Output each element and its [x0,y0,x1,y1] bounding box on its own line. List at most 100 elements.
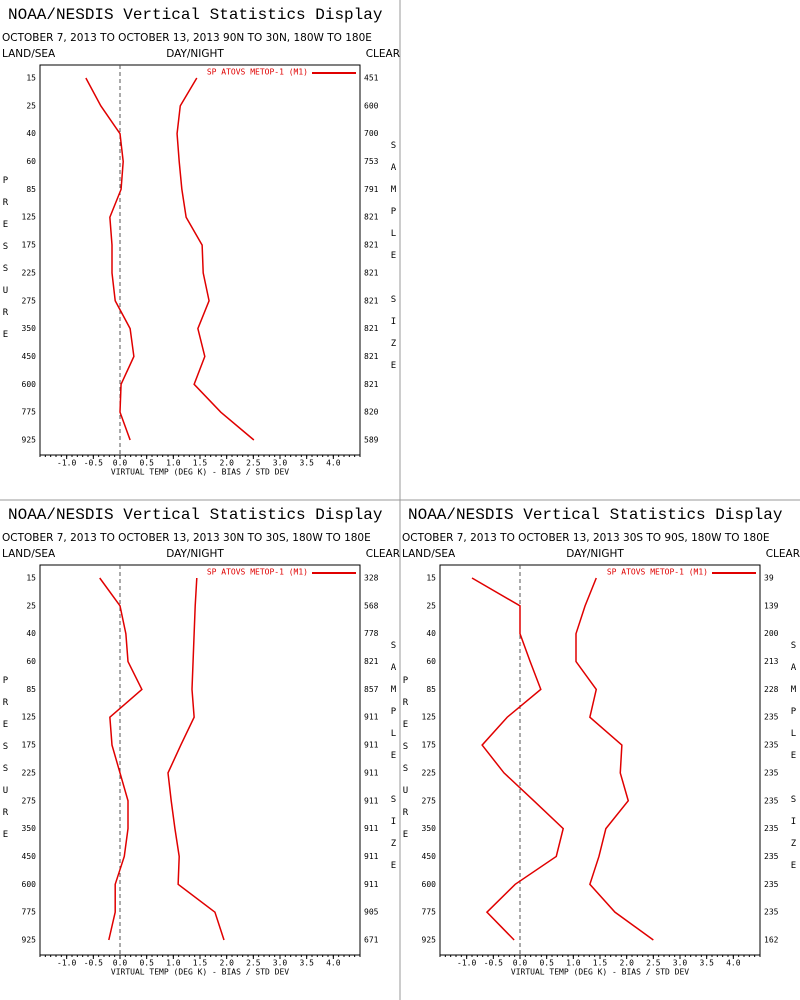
y-tick-label: 85 [26,185,36,194]
sample-size-label: 821 [364,352,379,361]
y-tick-label: 175 [22,241,37,250]
x-tick-label: -0.5 [84,459,103,468]
x-tick-label: 1.5 [193,959,208,968]
chart-subtitle: OCTOBER 7, 2013 TO OCTOBER 13, 2013 90N … [2,32,372,44]
sample-size-label: 139 [764,601,779,610]
x-tick-label: 2.5 [646,959,661,968]
sample-size-label: 911 [364,852,379,861]
sample-size-label: 753 [364,157,379,166]
x-tick-label: 0.5 [139,959,154,968]
x-tick-label: 3.5 [699,959,714,968]
y-axis-label: PRESSURE [401,676,411,852]
y-tick-label: 600 [422,880,437,889]
y-tick-label: 25 [426,601,436,610]
sample-size-label: 820 [364,408,379,417]
y-tick-label: 775 [22,908,37,917]
y-tick-label: 40 [26,629,36,638]
y-tick-label: 85 [426,685,436,694]
sample-size-label: 791 [364,185,379,194]
sample-size-label: 589 [364,436,379,445]
y-tick-label: 350 [422,824,437,833]
x-tick-label: -0.5 [84,959,103,968]
y-tick-label: 225 [22,768,37,777]
chart-title: NOAA/NESDIS Vertical Statistics Display [8,6,383,24]
y-tick-label: 125 [422,713,437,722]
sample-size-label: 821 [364,213,379,222]
x-tick-label: 4.0 [326,959,341,968]
x-tick-label: 4.0 [326,459,341,468]
x-tick-label: 3.0 [673,959,688,968]
x-tick-label: 3.5 [299,959,314,968]
x-tick-label: 2.0 [219,459,234,468]
y-tick-label: 275 [422,796,437,805]
header-label: DAY/NIGHT [566,548,624,560]
y-tick-label: 275 [22,296,37,305]
y-tick-label: 25 [26,601,36,610]
std-dev-line [176,77,255,441]
y-tick-label: 15 [426,574,436,583]
sample-size-label: 821 [364,296,379,305]
std-dev-line [575,577,654,941]
plot-frame [39,564,361,956]
x-tick-label: -1.0 [457,959,476,968]
sample-size-label: 821 [364,657,379,666]
panel: NOAA/NESDIS Vertical Statistics Display O… [401,506,800,976]
header-label: LAND/SEA [2,48,56,60]
y-tick-label: 925 [22,436,37,445]
legend-label: SP ATOVS METOP-1 (M1) [607,568,708,577]
x-tick-label: 1.5 [593,959,608,968]
y-tick-label: 25 [26,101,36,110]
y2-axis-label: SAMPLE SIZE [389,641,399,883]
sample-size-label: 235 [764,796,779,805]
y2-axis-label: SAMPLE SIZE [789,641,799,883]
y-axis-label: PRESSURE [1,676,11,852]
y-tick-label: 175 [422,741,437,750]
x-axis-label: VIRTUAL TEMP (DEG K) - BIAS / STD DEV [111,468,289,477]
sample-size-label: 821 [364,268,379,277]
header-label: DAY/NIGHT [166,548,224,560]
y-tick-label: 125 [22,713,37,722]
y-tick-label: 225 [22,268,37,277]
x-tick-label: -1.0 [57,959,76,968]
chart-subtitle: OCTOBER 7, 2013 TO OCTOBER 13, 2013 30S … [402,532,770,544]
x-tick-label: 1.0 [166,459,181,468]
sample-size-label: 228 [764,685,779,694]
header-label: CLEAR [366,48,400,60]
y-tick-label: 275 [22,796,37,805]
sample-size-label: 671 [364,936,379,945]
sample-size-label: 568 [364,601,379,610]
y-tick-label: 350 [22,824,37,833]
panel: NOAA/NESDIS Vertical Statistics Display O… [1,6,401,476]
y-tick-label: 85 [26,685,36,694]
sample-size-label: 905 [364,908,379,917]
x-tick-label: 1.0 [566,959,581,968]
sample-size-label: 235 [764,741,779,750]
x-tick-label: 1.5 [193,459,208,468]
x-tick-label: 3.0 [273,959,288,968]
x-tick-label: 0.0 [113,959,128,968]
x-tick-label: 1.0 [166,959,181,968]
sample-size-label: 328 [364,574,379,583]
sample-size-label: 235 [764,713,779,722]
x-tick-label: 4.0 [726,959,741,968]
y-tick-label: 600 [22,880,37,889]
header-label: LAND/SEA [2,548,56,560]
x-tick-label: 0.0 [113,459,128,468]
x-tick-label: 0.5 [539,959,554,968]
bias-line [85,77,135,441]
y-tick-label: 925 [22,936,37,945]
y-tick-label: 775 [422,908,437,917]
y-axis-label: PRESSURE [1,176,11,352]
y-tick-label: 450 [422,852,437,861]
y-tick-label: 775 [22,408,37,417]
y-tick-label: 225 [422,768,437,777]
sample-size-label: 200 [764,629,779,638]
y-tick-label: 15 [26,574,36,583]
sample-size-label: 778 [364,629,379,638]
sample-size-label: 451 [364,74,379,83]
y-tick-label: 60 [426,657,436,666]
x-tick-label: 2.5 [246,959,261,968]
sample-size-label: 911 [364,824,379,833]
x-tick-label: 3.5 [299,459,314,468]
